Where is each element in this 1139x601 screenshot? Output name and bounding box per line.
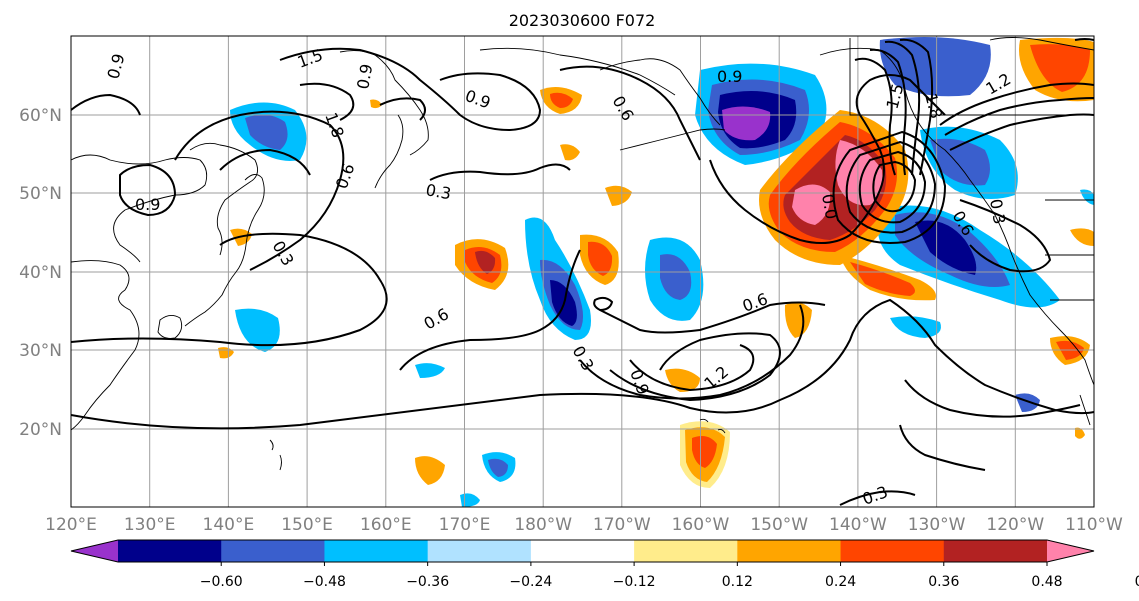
colorbar-tick-label: −0.36 xyxy=(406,574,449,590)
colorbar-tick-label: 0.60 xyxy=(1135,574,1139,590)
shade-blob xyxy=(1015,393,1040,412)
contour-label: 0.3 xyxy=(424,180,452,203)
colorbar-tick-label: 0.24 xyxy=(825,574,856,590)
shade-blob xyxy=(692,436,717,468)
colorbar-tick-label: 0.48 xyxy=(1031,574,1062,590)
colorbar-tick-label: −0.24 xyxy=(509,574,552,590)
contour-label: 0.9 xyxy=(717,67,742,86)
contour-label: 0.9 xyxy=(135,195,160,214)
shade-blob xyxy=(890,316,941,338)
shade-blob xyxy=(792,184,831,225)
map-frame xyxy=(70,35,1095,508)
colorbar-extend-high xyxy=(1047,540,1094,562)
shade-blob xyxy=(245,114,288,150)
shade-blob xyxy=(915,220,977,275)
shade-blob xyxy=(550,92,573,108)
colorbar-outline xyxy=(70,539,1095,563)
lat-label: 40°N xyxy=(19,263,62,283)
lon-label: 140°E xyxy=(203,515,255,535)
lon-label: 170°E xyxy=(439,515,491,535)
contour-lines xyxy=(71,38,1094,506)
shade-blob xyxy=(475,250,496,274)
colorbar-tick-label: −0.12 xyxy=(613,574,656,590)
shade-blob xyxy=(560,144,580,161)
lat-label: 20°N xyxy=(19,420,62,440)
lon-label: 170°W xyxy=(593,515,651,535)
contour-label: 0.3 xyxy=(986,197,1009,225)
shade-blob xyxy=(370,99,382,109)
shade-blob xyxy=(415,456,445,485)
lon-label: 120°E xyxy=(45,515,97,535)
colorbar-tick-label: −0.48 xyxy=(303,574,346,590)
colorbar-extend-low xyxy=(71,540,118,562)
lon-label: 160°E xyxy=(360,515,412,535)
colorbar-segment xyxy=(427,540,532,562)
shade-blob xyxy=(1030,44,1090,92)
shade-blob xyxy=(784,302,812,338)
lon-label: 150°E xyxy=(281,515,333,535)
lat-label: 60°N xyxy=(19,106,62,126)
colorbar-segment xyxy=(118,540,222,562)
lon-label: 150°W xyxy=(750,515,808,535)
coastlines xyxy=(71,37,1094,471)
lon-label: 120°W xyxy=(986,515,1044,535)
shade-blob xyxy=(235,308,280,352)
shade-blob xyxy=(605,185,632,206)
lon-label: 180°W xyxy=(514,515,572,535)
shade-blob xyxy=(660,254,692,300)
shade-blob xyxy=(415,363,445,378)
latitude-labels: 60°N 50°N 40°N 30°N 20°N xyxy=(19,106,62,440)
shade-blob xyxy=(1075,427,1085,439)
lon-label: 140°W xyxy=(829,515,887,535)
lon-label: 160°W xyxy=(672,515,730,535)
colorbar-segment xyxy=(943,540,1048,562)
shade-blob xyxy=(850,262,915,296)
colorbar-segment xyxy=(840,540,945,562)
colorbar-tick-label: −0.60 xyxy=(200,574,243,590)
lat-label: 30°N xyxy=(19,341,62,361)
figure-title: 2023030600 F072 xyxy=(509,11,656,30)
colorbar-segment xyxy=(737,540,842,562)
shade-blob xyxy=(488,458,508,477)
colorbar-segment xyxy=(634,540,738,562)
lat-label: 50°N xyxy=(19,184,62,204)
colorbar-segment xyxy=(530,540,635,562)
shade-blob xyxy=(879,36,991,97)
lon-label: 110°W xyxy=(1065,515,1123,535)
colorbar-segment xyxy=(324,540,429,562)
shade-blob xyxy=(588,241,613,276)
contour-label: 0.0 xyxy=(818,192,841,220)
colorbar: −0.60 −0.48 −0.36 −0.24 −0.12 0.12 0.24 0.36 0.4… xyxy=(70,539,1139,590)
colorbar-tick-label: 0.12 xyxy=(722,574,753,590)
colorbar-segment xyxy=(221,540,325,562)
shade-blob xyxy=(1070,228,1094,246)
colorbar-tick-label: 0.36 xyxy=(928,574,959,590)
contour-label: 0.9 xyxy=(353,62,376,90)
map-area: 0.9 1.5 1.8 0.9 0.6 0.9 1.5 1.8 1.2 0.9 … xyxy=(71,36,1094,507)
lon-label: 130°E xyxy=(124,515,176,535)
lon-label: 130°W xyxy=(908,515,966,535)
longitude-labels: 120°E 130°E 140°E 150°E 160°E 170°E 180°… xyxy=(45,515,1123,535)
